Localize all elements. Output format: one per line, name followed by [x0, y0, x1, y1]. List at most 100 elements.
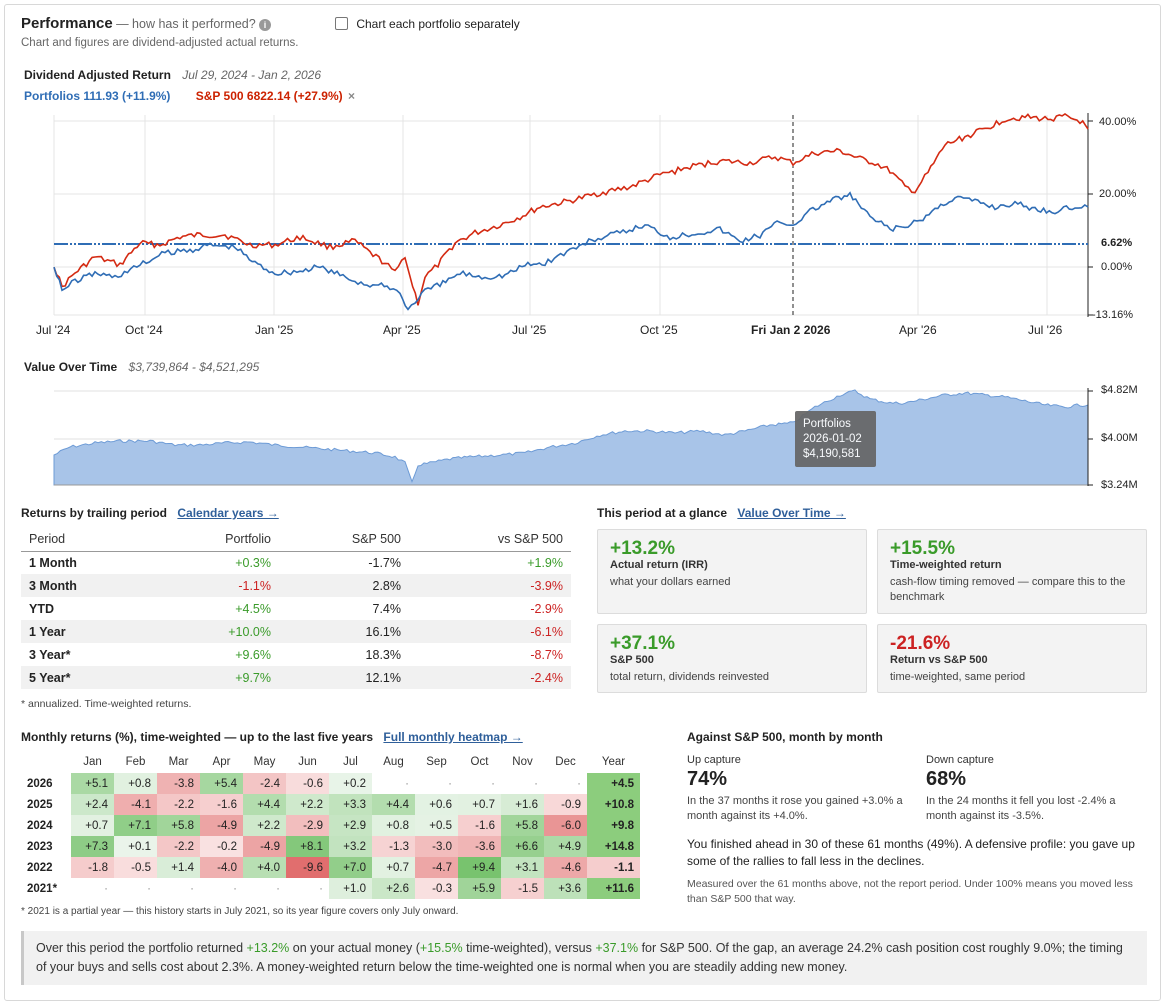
x-tick-oct24: Oct '24: [125, 323, 163, 337]
info-icon[interactable]: i: [259, 19, 272, 31]
heatmap-year: 2025: [27, 798, 53, 811]
heatmap-year-total: +11.6: [587, 878, 640, 899]
value-y-tick-max: $4.82M: [1101, 384, 1138, 396]
trailing-cell-period: 1 Month: [29, 555, 77, 570]
heatmap-cell: +5.4: [200, 773, 243, 794]
heatmap-col-header: Dec: [555, 756, 576, 768]
trailing-row: 1 Year +10.0% 16.1% -6.1%: [21, 620, 571, 643]
summary-box: Over this period the portfolio returned …: [21, 931, 1147, 985]
heatmap-year-total: +4.5: [587, 773, 640, 794]
returns-chart[interactable]: [0, 105, 1165, 335]
capture-note: Measured over the 61 months above, not t…: [687, 878, 1133, 905]
returns-chart-range: Jul 29, 2024 - Jan 2, 2026: [182, 68, 322, 82]
summary-sp500: +37.1%: [595, 941, 639, 955]
trailing-cell-sp: 2.8%: [279, 574, 409, 597]
trailing-cell-period: 3 Year*: [29, 647, 71, 662]
value-y-tick-min: $3.24M: [1101, 479, 1138, 491]
summary-text-1: Over this period the portfolio returned: [36, 941, 247, 955]
heatmap-cell: +0.1: [114, 836, 157, 857]
irr-value: +13.2%: [610, 538, 675, 559]
heatmap-cell: -9.6: [286, 857, 329, 878]
heatmap-year: 2021*: [27, 882, 58, 895]
heatmap-cell: ·: [534, 777, 538, 790]
legend-portfolio[interactable]: Portfolios 111.93 (+11.9%): [24, 89, 171, 103]
sp500-value: +37.1%: [610, 633, 675, 654]
heatmap-col-header: Oct: [470, 756, 489, 768]
calendar-years-link[interactable]: Calendar years →: [177, 506, 279, 520]
heatmap-cell: +4.0: [243, 857, 286, 878]
heatmap-cell: -4.7: [415, 857, 458, 878]
heatmap-cell: -0.3: [415, 878, 458, 899]
heatmap-cell: ·: [276, 882, 280, 895]
monthly-heading: Monthly returns (%), time-weighted — up …: [21, 730, 523, 744]
heatmap-cell: +0.6: [415, 794, 458, 815]
heatmap-cell: +3.3: [329, 794, 372, 815]
monthly-title: Monthly returns (%), time-weighted — up …: [21, 730, 374, 744]
trailing-table: Period Portfolio S&P 500 vs S&P 500 1 Mo…: [21, 527, 571, 689]
sp500-label: S&P 500: [610, 654, 654, 666]
tooltip-value: $4,190,581: [803, 448, 861, 460]
tooltip-date: 2026-01-02: [803, 433, 862, 445]
legend-sp500[interactable]: S&P 500 6822.14 (+27.9%): [195, 89, 343, 103]
heatmap-col-header: Nov: [512, 756, 533, 768]
heatmap-col-header: Jun: [298, 756, 317, 768]
heatmap-cell: -4.1: [114, 794, 157, 815]
heatmap-year: 2023: [27, 840, 53, 853]
trailing-cell-vs: +1.9%: [527, 555, 563, 570]
heatmap-cell: +5.8: [157, 815, 200, 836]
trailing-cell-period: 3 Month: [21, 574, 161, 597]
trailing-heading: Returns by trailing period Calendar year…: [21, 506, 279, 520]
separate-chart-toggle[interactable]: Chart each portfolio separately: [335, 17, 520, 31]
trailing-row: 3 Year* +9.6% 18.3% -8.7%: [21, 643, 571, 666]
x-tick-apr25: Apr '25: [383, 323, 421, 337]
heatmap-col-header: [21, 751, 71, 773]
trailing-cell-sp: 12.1%: [279, 666, 409, 689]
heatmap-cell: +5.9: [458, 878, 501, 899]
legend-close-icon[interactable]: ×: [348, 89, 356, 103]
value-chart[interactable]: [0, 385, 1165, 490]
summary-text-3: time-weighted), versus: [462, 941, 596, 955]
heatmap-cell: ·: [104, 882, 108, 895]
heatmap-col-header: Apr: [212, 756, 231, 768]
x-tick-jul26: Jul '26: [1028, 323, 1063, 337]
heatmap-cell: +0.8: [114, 773, 157, 794]
heatmap-cell: +7.1: [114, 815, 157, 836]
heatmap-cell: +0.8: [372, 815, 415, 836]
twr-value: +15.5%: [890, 538, 955, 559]
irr-sub: what your dollars earned: [610, 576, 731, 588]
glance-heading: This period at a glance Value Over Time …: [597, 506, 846, 520]
heatmap-cell: -1.3: [372, 836, 415, 857]
checkbox[interactable]: [335, 17, 348, 30]
trailing-cell-portfolio: +9.7%: [161, 666, 279, 689]
heatmap-cell: +4.4: [243, 794, 286, 815]
trailing-cell-sp: 16.1%: [279, 620, 409, 643]
capture-title: Against S&P 500, month by month: [687, 730, 883, 744]
heatmap-cell: ·: [491, 777, 495, 790]
trailing-title: Returns by trailing period: [21, 506, 168, 520]
heatmap-cell: ·: [405, 777, 409, 790]
heatmap-cell: -1.5: [501, 878, 544, 899]
summary-text-2: on your actual money (: [289, 941, 420, 955]
heatmap-year: 2022: [27, 861, 53, 874]
col-portfolio: Portfolio: [161, 527, 279, 552]
col-vs-sp500: vs S&P 500: [409, 527, 571, 552]
value-chart-heading: Value Over Time $3,739,864 - $4,521,295: [24, 360, 259, 374]
trailing-cell-sp: -1.7%: [368, 555, 401, 570]
heatmap-cell: +6.6: [501, 836, 544, 857]
x-tick-jul25: Jul '25: [512, 323, 547, 337]
heatmap-cell: ·: [147, 882, 151, 895]
value-over-time-link[interactable]: Value Over Time →: [737, 506, 846, 520]
heatmap-year-total: -1.1: [587, 857, 640, 878]
irr-card: +13.2% Actual return (IRR) what your dol…: [597, 529, 867, 614]
heatmap-cell: -4.6: [544, 857, 587, 878]
x-tick-jul24: Jul '24: [36, 323, 71, 337]
heatmap-cell: -0.5: [114, 857, 157, 878]
y-tick-40: 40.00%: [1099, 116, 1137, 128]
heatmap-col-header: Mar: [168, 756, 189, 768]
full-heatmap-link[interactable]: Full monthly heatmap →: [383, 730, 523, 744]
trailing-footnote: * annualized. Time-weighted returns.: [21, 698, 192, 710]
summary-irr: +13.2%: [246, 941, 290, 955]
vs-sp500-label: Return vs S&P 500: [890, 654, 988, 666]
header-note: Chart and figures are dividend-adjusted …: [21, 37, 299, 49]
monthly-heatmap: Jan Feb Mar Apr May Jun Jul Aug Sep Oct Nov Dec Year…: [21, 751, 640, 899]
